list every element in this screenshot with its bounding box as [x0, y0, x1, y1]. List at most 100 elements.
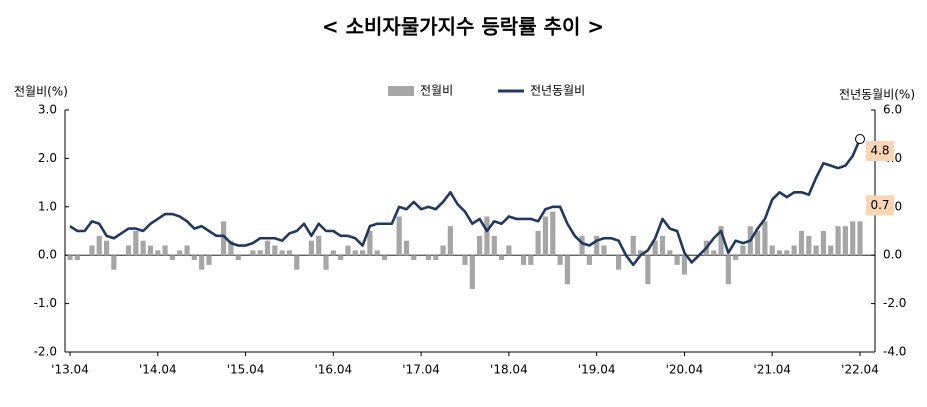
bar — [140, 240, 146, 256]
x-tick-label: '19.04 — [578, 363, 616, 377]
bar — [784, 250, 790, 256]
y2-tick-label: -2.0 — [883, 296, 906, 310]
bar — [272, 245, 278, 256]
bar — [206, 255, 212, 265]
bar — [89, 245, 95, 256]
bar — [798, 231, 805, 256]
bar — [403, 240, 410, 256]
bar — [842, 226, 848, 256]
bar — [184, 245, 190, 256]
x-tick-label: '18.04 — [490, 363, 528, 377]
bar — [374, 250, 380, 256]
bar — [630, 235, 636, 256]
bar — [806, 235, 812, 256]
bar — [520, 255, 527, 265]
y-axis-label: 전월비(%) — [14, 85, 68, 99]
bar — [162, 245, 168, 256]
bar — [542, 216, 549, 256]
bar — [484, 216, 490, 256]
x-tick-label: '20.04 — [666, 363, 704, 377]
value-label: 4.8 — [870, 144, 889, 158]
x-tick-label: '22.04 — [841, 363, 879, 377]
bar — [264, 240, 271, 256]
bar — [659, 235, 666, 256]
bar — [367, 231, 373, 256]
bar — [550, 211, 556, 256]
bar — [345, 245, 351, 256]
bar — [828, 245, 834, 256]
bar — [857, 221, 863, 256]
bar — [250, 250, 256, 256]
x-tick-label: '21.04 — [753, 363, 791, 377]
line — [69, 138, 862, 267]
bar — [308, 240, 314, 256]
bar — [674, 255, 680, 265]
last-point — [855, 134, 865, 145]
bar — [359, 250, 366, 256]
bar — [294, 255, 300, 270]
y2-axis-label: 전년동월비(%) — [839, 88, 915, 102]
bar — [718, 226, 724, 256]
x-tick-label: '13.04 — [51, 363, 89, 377]
bar — [177, 250, 183, 256]
bar — [791, 245, 797, 256]
bar — [147, 245, 154, 256]
bar — [586, 255, 592, 265]
bar — [396, 216, 402, 256]
bar — [96, 235, 102, 256]
bar — [754, 231, 761, 256]
bar — [352, 250, 358, 256]
bar — [594, 235, 600, 256]
bar — [725, 255, 731, 285]
bar — [133, 231, 139, 256]
y-tick-label: 1.0 — [38, 199, 57, 213]
bar — [645, 255, 651, 285]
bar — [528, 255, 534, 265]
y2-tick-label: -4.0 — [883, 345, 906, 359]
y-tick-label: 3.0 — [38, 103, 57, 117]
bar — [469, 255, 475, 290]
y-tick-label: -2.0 — [34, 345, 57, 359]
bar — [228, 240, 234, 256]
bar — [820, 231, 827, 256]
bar — [652, 240, 658, 256]
bar — [769, 245, 775, 256]
bar — [667, 250, 673, 256]
bar — [616, 255, 622, 270]
bar — [257, 250, 263, 256]
y2-tick-label: 0.0 — [883, 248, 902, 262]
bar — [316, 235, 322, 256]
bar — [199, 255, 205, 270]
bar — [440, 245, 446, 256]
bar — [835, 226, 841, 256]
bar — [111, 255, 117, 270]
bar — [491, 235, 497, 256]
bar — [323, 255, 329, 270]
bar — [850, 221, 856, 256]
x-tick-label: '14.04 — [139, 363, 177, 377]
chart-title: < 소비자물가지수 등락률 추이 > — [322, 15, 604, 39]
bar — [381, 255, 388, 261]
bar — [235, 255, 241, 261]
x-tick-label: '16.04 — [315, 363, 353, 377]
bar — [477, 235, 483, 256]
bar — [711, 250, 717, 256]
bar — [103, 240, 110, 256]
bar — [740, 245, 746, 256]
bar — [191, 255, 197, 261]
bar — [279, 250, 285, 256]
legend-label: 전년동월비 — [530, 84, 585, 98]
legend-label: 전월비 — [420, 84, 453, 98]
bar — [506, 245, 512, 256]
legend-swatch — [388, 86, 414, 96]
bar — [67, 255, 73, 261]
bar — [776, 250, 783, 256]
y2-tick-label: 6.0 — [883, 103, 902, 117]
bar — [681, 255, 688, 275]
bar — [74, 255, 80, 261]
value-label-box — [866, 141, 894, 162]
bar — [462, 255, 468, 265]
bar — [535, 231, 541, 256]
